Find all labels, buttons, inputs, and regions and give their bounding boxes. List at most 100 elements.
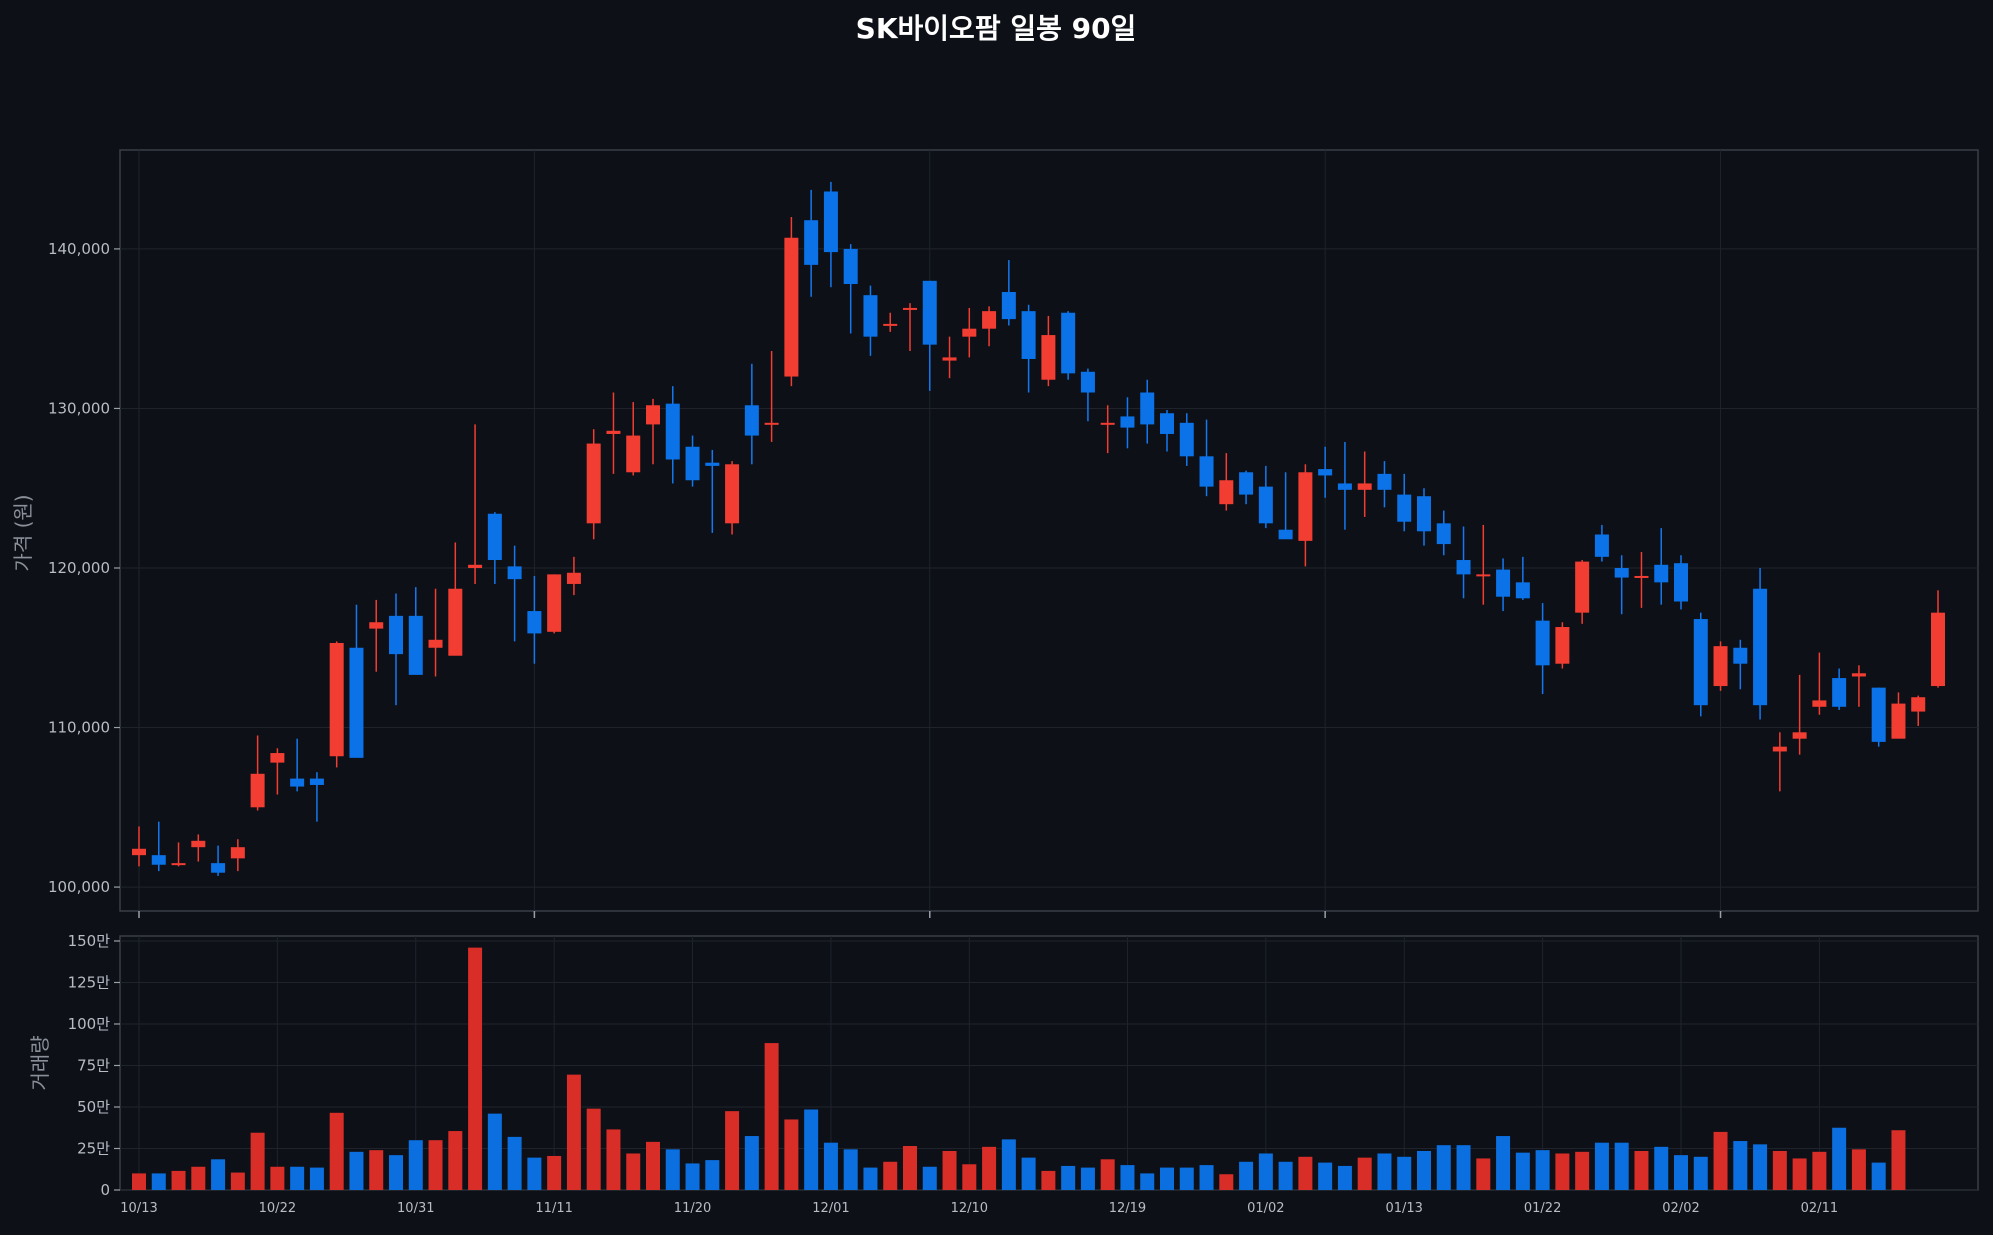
candle-body (1654, 564, 1669, 583)
volume-bar (191, 1166, 206, 1190)
volume-bar (309, 1167, 324, 1190)
candle-body (1179, 422, 1194, 457)
volume-bar (1891, 1130, 1906, 1190)
volume-bar (270, 1166, 285, 1190)
candle-body (329, 642, 344, 757)
volume-bar (1515, 1152, 1530, 1190)
candle-body (468, 564, 483, 568)
candle-body (1120, 416, 1135, 428)
candle-body (1298, 472, 1313, 541)
volume-xtick-label: 01/22 (1524, 1201, 1561, 1216)
candle-body (646, 405, 660, 425)
volume-bar (1080, 1167, 1095, 1190)
candle-body (1160, 413, 1174, 434)
candle-body (369, 622, 384, 629)
candle-body (1891, 703, 1906, 739)
volume-bar (1219, 1174, 1234, 1190)
volume-xtick-label: 12/10 (951, 1201, 988, 1216)
candle-body (606, 430, 621, 434)
volume-bar (329, 1112, 344, 1190)
volume-bar (1140, 1173, 1155, 1190)
candle-body (151, 855, 166, 865)
candle-body (843, 248, 858, 285)
candle-body (1219, 480, 1234, 505)
volume-bar (705, 1160, 720, 1190)
volume-axis-label: 거래량 (28, 1035, 52, 1090)
candle-body (1377, 473, 1392, 490)
volume-bar (1337, 1165, 1352, 1190)
volume-bar (1654, 1146, 1669, 1190)
volume-bar (1594, 1142, 1609, 1190)
candle-body (448, 588, 463, 656)
volume-ytick-label: 25만 (77, 1139, 110, 1157)
volume-bar (428, 1140, 443, 1190)
candle-body (942, 357, 957, 361)
volume-bar (646, 1141, 660, 1190)
volume-plot-area (119, 935, 1979, 1191)
volume-bar (1555, 1153, 1570, 1190)
candle-body (1496, 569, 1511, 597)
volume-panel: 0 25만 50만 75만 100만 125만 150만 10/13 10/22 10/31 11/… (68, 932, 1979, 1216)
candle-body (1535, 620, 1550, 666)
volume-bar (448, 1131, 463, 1190)
volume-bar (1239, 1161, 1254, 1190)
candle-body (1753, 588, 1768, 706)
volume-bar (250, 1132, 265, 1190)
volume-bar (171, 1170, 186, 1190)
candle-body (389, 615, 403, 655)
volume-xtick-label: 11/11 (535, 1201, 572, 1216)
volume-bar (764, 1043, 779, 1190)
volume-xtick-label: 01/02 (1247, 1201, 1284, 1216)
volume-bar (725, 1111, 740, 1190)
volume-bar (1832, 1127, 1847, 1190)
candle-body (1061, 312, 1076, 374)
candle-body (1515, 582, 1530, 599)
volume-bar (1357, 1157, 1372, 1190)
candle-body (1476, 574, 1491, 577)
candle-body (804, 220, 819, 265)
volume-bar (1021, 1157, 1036, 1190)
candle-body (171, 863, 186, 866)
candle-body (1278, 529, 1293, 540)
candle-body (1634, 575, 1649, 578)
candle-body (962, 328, 977, 337)
candle-body (428, 639, 443, 648)
candle-body (1100, 422, 1115, 425)
volume-bar (349, 1151, 364, 1190)
volume-bar (547, 1155, 562, 1190)
volume-bar (487, 1113, 502, 1190)
volume-bar (1318, 1162, 1333, 1190)
volume-xtick-label: 10/22 (259, 1201, 296, 1216)
volume-ytick-label: 0 (100, 1181, 110, 1199)
volume-bar (982, 1146, 997, 1190)
volume-bar (230, 1172, 245, 1190)
volume-bar (290, 1166, 305, 1190)
volume-bar (804, 1109, 819, 1190)
volume-bar (1476, 1158, 1491, 1190)
candle-body (1832, 678, 1847, 707)
candle-body (1337, 483, 1352, 490)
candle-body (1851, 673, 1866, 677)
volume-xtick-label: 12/19 (1109, 1201, 1146, 1216)
candle-body (1792, 732, 1807, 739)
volume-bar (468, 947, 483, 1190)
volume-bar (586, 1108, 601, 1190)
chart-title: SK바이오팜 일봉 90일 (856, 12, 1137, 45)
candle-body (883, 323, 898, 326)
candle-body (1575, 561, 1590, 613)
volume-xtick-label: 10/31 (397, 1201, 434, 1216)
candle-body (1417, 496, 1431, 532)
candle-body (132, 848, 146, 856)
volume-bar (606, 1129, 621, 1190)
candle-body (744, 405, 759, 436)
volume-bar (408, 1140, 423, 1190)
candle-body (1001, 291, 1016, 320)
candle-body (1021, 311, 1036, 359)
candle-body (1931, 612, 1945, 687)
candle-body (705, 462, 720, 466)
volume-bar (1041, 1170, 1056, 1190)
volume-bar (1179, 1167, 1194, 1190)
candle-body (290, 778, 305, 787)
volume-bar (1061, 1165, 1076, 1190)
